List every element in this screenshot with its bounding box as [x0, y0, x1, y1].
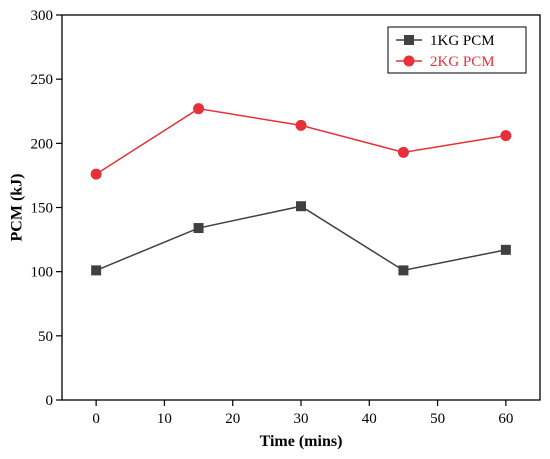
y-tick-label: 0: [46, 393, 54, 409]
y-axis-label: PCM (kJ): [9, 174, 26, 242]
data-point: [398, 265, 409, 276]
legend-item: 1KG PCM: [396, 33, 495, 49]
series-line: [95, 205, 507, 272]
data-point: [91, 265, 102, 276]
x-tick-label: 30: [294, 411, 309, 427]
x-tick-label: 10: [157, 411, 172, 427]
y-tick-label: 250: [31, 72, 54, 88]
y-tick-label: 100: [31, 265, 54, 281]
legend: 1KG PCM 2KG PCM: [387, 26, 527, 74]
series-group: [90, 103, 512, 276]
series-2: [90, 103, 512, 180]
data-point: [295, 119, 307, 131]
data-point: [90, 168, 102, 180]
legend-label: 2KG PCM: [430, 54, 495, 70]
data-point: [397, 146, 409, 158]
y-tick-label: 200: [31, 136, 54, 152]
legend-marker: [404, 35, 414, 45]
x-axis-label: Time (mins): [260, 433, 343, 450]
y-tick-label: 150: [31, 201, 54, 217]
legend-label: 1KG PCM: [430, 33, 495, 49]
data-point: [500, 130, 512, 142]
x-tick-label: 60: [498, 411, 513, 427]
data-point: [193, 103, 205, 115]
y-axis: 0 50 100 150 200 250 300: [31, 8, 62, 409]
x-tick-label: 20: [225, 411, 240, 427]
y-tick-label: 50: [38, 329, 53, 345]
x-tick-label: 40: [362, 411, 377, 427]
x-tick-label: 0: [92, 411, 100, 427]
data-point: [296, 201, 306, 212]
legend-item: 2KG PCM: [396, 54, 495, 70]
legend-marker: [403, 55, 415, 67]
data-point: [193, 223, 204, 234]
x-axis: 0 10 20 30 40 50 60: [92, 400, 513, 427]
data-point: [500, 244, 511, 255]
y-tick-label: 300: [31, 8, 54, 24]
series-line: [95, 107, 506, 175]
series-1: [91, 201, 511, 276]
x-tick-label: 50: [430, 411, 445, 427]
